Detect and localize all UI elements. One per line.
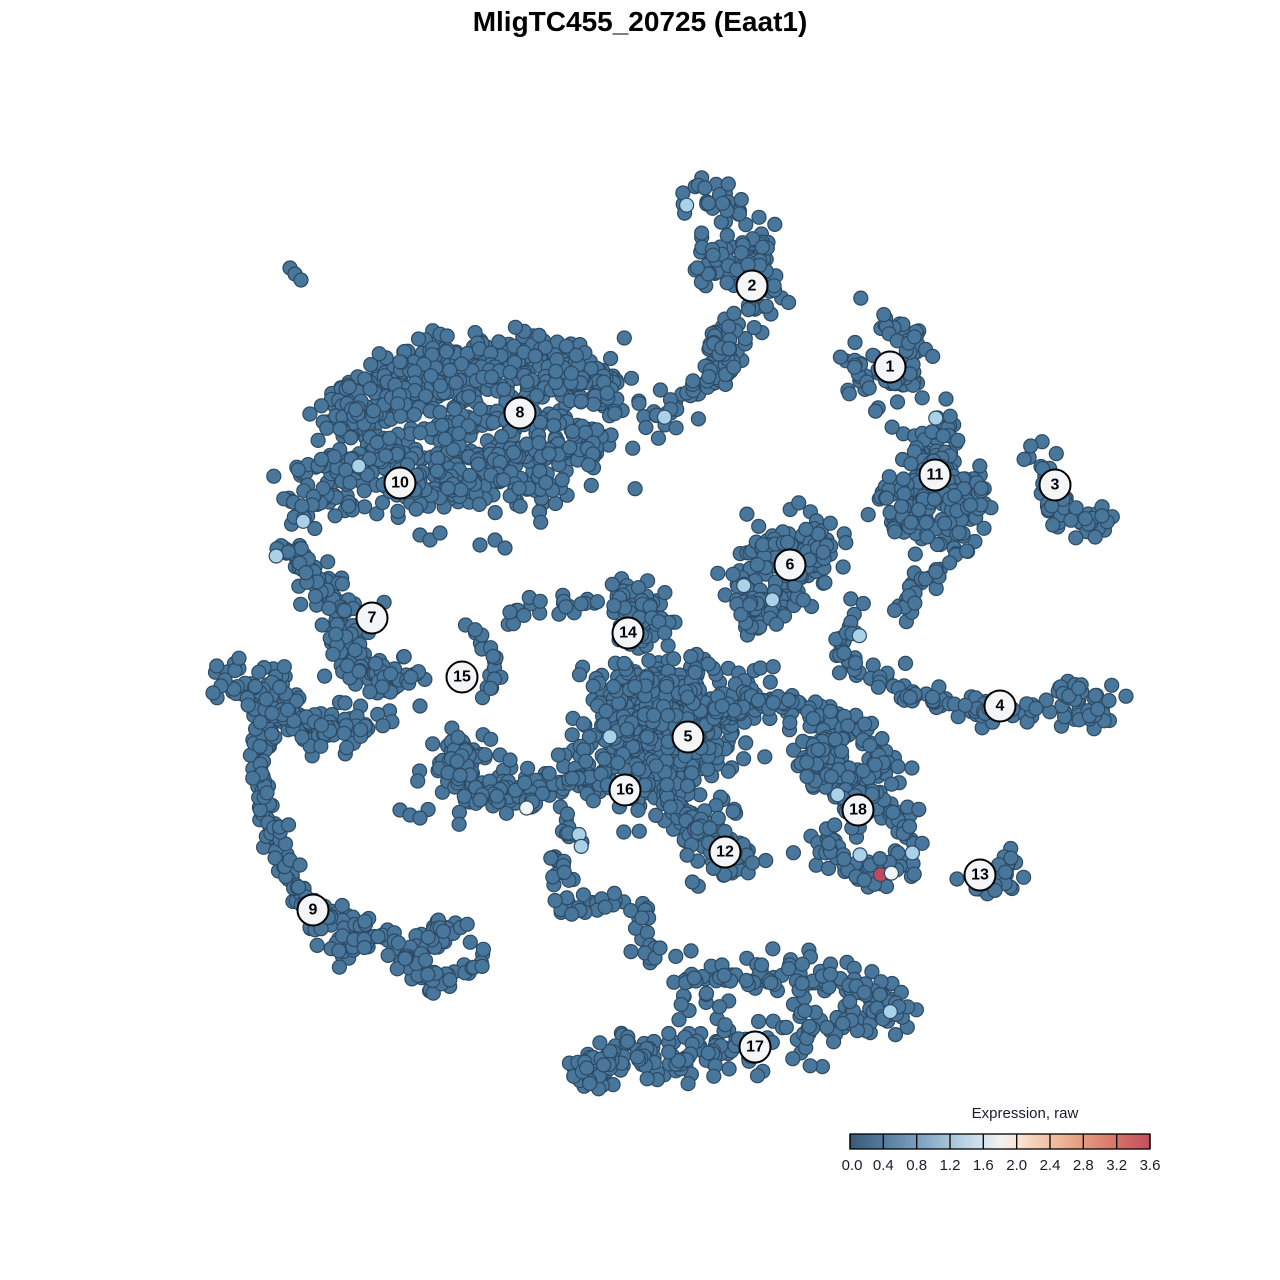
svg-text:2.8: 2.8 [1073,1157,1094,1174]
svg-text:12: 12 [716,844,734,861]
svg-text:2.0: 2.0 [1006,1157,1027,1174]
svg-text:0.0: 0.0 [842,1157,863,1174]
svg-text:16: 16 [616,782,634,799]
svg-text:Expression, raw: Expression, raw [972,1105,1079,1122]
svg-text:14: 14 [619,625,637,642]
svg-text:17: 17 [746,1039,764,1056]
svg-text:13: 13 [971,867,989,884]
svg-text:3.2: 3.2 [1106,1157,1127,1174]
svg-text:9: 9 [309,902,318,919]
svg-text:15: 15 [453,669,471,686]
svg-text:7: 7 [368,610,377,627]
svg-text:0.8: 0.8 [906,1157,927,1174]
svg-text:18: 18 [849,802,867,819]
svg-text:3.6: 3.6 [1140,1157,1161,1174]
svg-text:5: 5 [684,729,693,746]
svg-text:1.2: 1.2 [940,1157,961,1174]
svg-text:0.4: 0.4 [873,1157,894,1174]
svg-text:2.4: 2.4 [1040,1157,1061,1174]
svg-text:3: 3 [1051,477,1060,494]
svg-text:6: 6 [786,557,795,574]
svg-text:1: 1 [886,359,895,376]
svg-text:2: 2 [748,278,757,295]
svg-text:4: 4 [996,698,1005,715]
svg-text:10: 10 [391,475,409,492]
svg-text:11: 11 [927,467,944,484]
svg-text:1.6: 1.6 [973,1157,994,1174]
svg-text:8: 8 [516,405,525,422]
